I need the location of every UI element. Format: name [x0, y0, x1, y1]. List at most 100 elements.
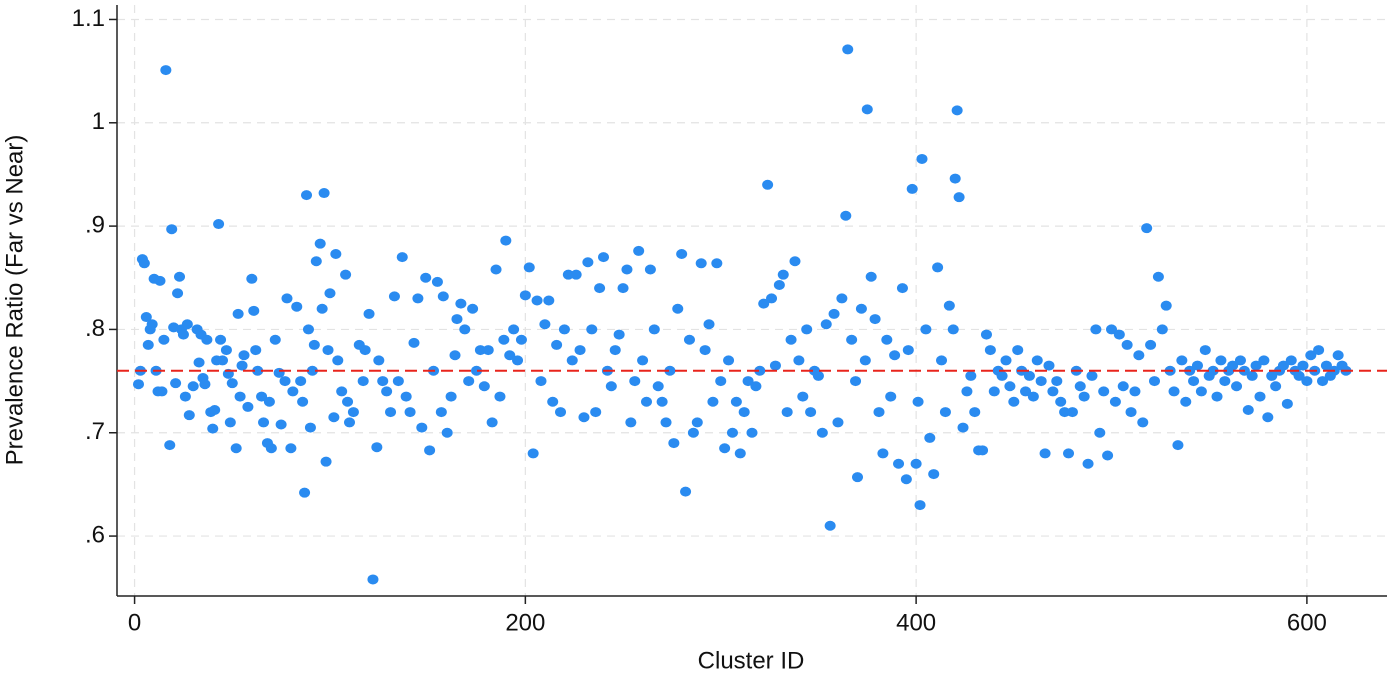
point: [1320, 360, 1332, 371]
point: [805, 407, 817, 418]
point: [869, 314, 881, 325]
point: [977, 445, 989, 456]
point: [287, 386, 299, 397]
point: [893, 458, 905, 469]
point: [381, 386, 393, 397]
point: [193, 357, 205, 368]
point: [1231, 381, 1243, 392]
point: [1293, 370, 1305, 381]
point: [707, 396, 719, 407]
point: [594, 283, 606, 294]
point: [508, 324, 520, 335]
point: [201, 334, 213, 345]
point: [539, 319, 551, 330]
point: [217, 355, 229, 366]
point: [170, 378, 182, 389]
point: [896, 283, 908, 294]
point: [220, 345, 232, 356]
point: [920, 324, 932, 335]
point: [256, 391, 268, 402]
point: [320, 456, 332, 467]
point: [1254, 391, 1266, 402]
point: [209, 405, 221, 416]
point: [322, 345, 334, 356]
point: [910, 458, 922, 469]
point: [551, 339, 563, 350]
point: [1004, 381, 1016, 392]
point: [455, 298, 467, 309]
point: [1102, 450, 1114, 461]
point: [850, 376, 862, 387]
point: [250, 345, 262, 356]
point: [1227, 360, 1239, 371]
point: [1063, 448, 1075, 459]
point: [1012, 345, 1024, 356]
point: [980, 329, 992, 340]
point: [1199, 345, 1211, 356]
point: [1258, 355, 1270, 366]
point: [877, 448, 889, 459]
point: [467, 303, 479, 314]
point: [1285, 355, 1297, 366]
point: [172, 288, 184, 299]
point: [177, 329, 189, 340]
point: [547, 396, 559, 407]
point: [840, 210, 852, 221]
point: [996, 370, 1008, 381]
point: [842, 44, 854, 55]
point: [486, 417, 498, 428]
point: [142, 339, 154, 350]
point: [773, 280, 785, 291]
point: [416, 422, 428, 433]
point: [451, 314, 463, 325]
point: [1180, 396, 1192, 407]
point: [181, 319, 193, 330]
point: [965, 370, 977, 381]
point: [269, 334, 281, 345]
point: [232, 308, 244, 319]
point: [1023, 370, 1035, 381]
point: [816, 427, 828, 438]
point: [621, 264, 633, 275]
point: [766, 293, 778, 304]
point: [238, 350, 250, 361]
point: [230, 443, 242, 454]
y-tick-label: .7: [85, 418, 105, 445]
point: [258, 417, 270, 428]
point: [703, 319, 715, 330]
point: [633, 245, 645, 256]
point: [812, 370, 824, 381]
point: [683, 334, 695, 345]
point: [377, 376, 389, 387]
point: [957, 422, 969, 433]
point: [373, 355, 385, 366]
point: [906, 183, 918, 194]
point: [132, 379, 144, 390]
point: [680, 486, 692, 497]
point: [385, 407, 397, 418]
point: [742, 376, 754, 387]
point: [304, 422, 316, 433]
point: [1117, 381, 1129, 392]
point: [535, 376, 547, 387]
point: [936, 355, 948, 366]
point: [1043, 360, 1055, 371]
x-tick-label: 200: [505, 609, 545, 636]
point: [676, 249, 688, 260]
point: [951, 105, 963, 116]
point: [1301, 376, 1313, 387]
point: [1156, 324, 1168, 335]
x-tick-label: 400: [896, 609, 936, 636]
point: [961, 386, 973, 397]
point: [531, 295, 543, 306]
point: [793, 355, 805, 366]
point: [158, 334, 170, 345]
point: [885, 391, 897, 402]
point: [310, 256, 322, 267]
point: [652, 381, 664, 392]
point: [420, 272, 432, 283]
point: [613, 329, 625, 340]
point: [562, 269, 574, 280]
point: [820, 319, 832, 330]
point: [900, 474, 912, 485]
